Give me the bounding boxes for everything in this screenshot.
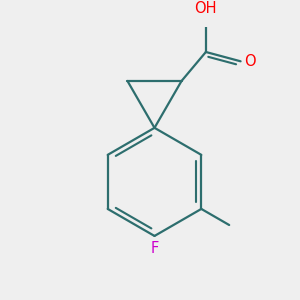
Text: F: F <box>150 242 159 256</box>
Text: O: O <box>244 54 256 69</box>
Text: OH: OH <box>195 1 217 16</box>
